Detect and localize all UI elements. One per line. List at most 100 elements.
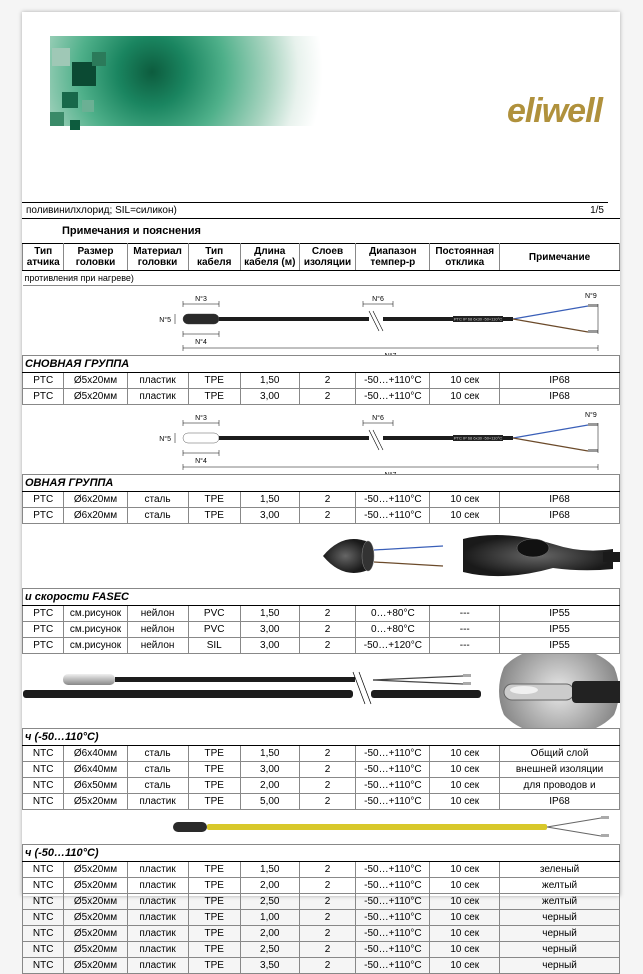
cell: Ø5x20мм	[64, 389, 127, 405]
cell: IP55	[500, 622, 620, 638]
table-row: NTCØ6x50ммстальTPE2,002-50…+110°C10 секд…	[23, 778, 620, 794]
cell: TPE	[188, 958, 240, 974]
cell: 2	[299, 942, 356, 958]
cell: NTC	[23, 862, 64, 878]
section-title: ч (-50…110°C)	[23, 729, 620, 746]
section-title: и скорости FASEC	[23, 589, 620, 606]
cell: -50…+110°C	[356, 762, 430, 778]
cell: 1,50	[240, 746, 299, 762]
cell: TPE	[188, 778, 240, 794]
cell: 3,00	[240, 622, 299, 638]
cell: 2	[299, 926, 356, 942]
cell: 2	[299, 606, 356, 622]
table-row: PTCØ5x20ммпластикTPE3,002-50…+110°C10 се…	[23, 389, 620, 405]
cell: NTC	[23, 746, 64, 762]
section-title: СНОВНАЯ ГРУППА	[23, 356, 620, 373]
cell: NTC	[23, 778, 64, 794]
cell: для проводов и	[500, 778, 620, 794]
art-pixel	[62, 92, 78, 108]
col-header: Постояннаяотклика	[430, 244, 500, 271]
cell: NTC	[23, 762, 64, 778]
cell: NTC	[23, 958, 64, 974]
abstract-art	[50, 36, 390, 126]
cell: PTC	[23, 606, 64, 622]
cell: нейлон	[127, 606, 188, 622]
col-header: Длинакабеля (м)	[240, 244, 299, 271]
cell: Ø5x20мм	[64, 878, 127, 894]
header-band: eliwell	[22, 42, 620, 122]
cell: NTC	[23, 910, 64, 926]
art-pixel	[52, 48, 70, 66]
cell: ---	[430, 638, 500, 654]
cell: Ø6x40мм	[64, 746, 127, 762]
cell: пластик	[127, 878, 188, 894]
svg-text:N°4: N°4	[195, 457, 207, 465]
col-header: Слоевизоляции	[299, 244, 356, 271]
cell: 10 сек	[430, 794, 500, 810]
cell: -50…+110°C	[356, 508, 430, 524]
table-row: PTCØ6x20ммстальTPE3,002-50…+110°C10 секI…	[23, 508, 620, 524]
cell: -50…+110°C	[356, 942, 430, 958]
col-header: Примечание	[500, 244, 620, 271]
cell: -50…+110°C	[356, 910, 430, 926]
art-pixel	[92, 52, 106, 66]
cell: 10 сек	[430, 910, 500, 926]
cell: IP68	[500, 794, 620, 810]
table-row: PTCØ6x20ммстальTPE1,502-50…+110°C10 секI…	[23, 492, 620, 508]
cell: 2	[299, 778, 356, 794]
cell: пластик	[127, 862, 188, 878]
cell: нейлон	[127, 638, 188, 654]
cell: зеленый	[500, 862, 620, 878]
cell: 2	[299, 910, 356, 926]
cell: NTC	[23, 894, 64, 910]
cell: NTC	[23, 926, 64, 942]
svg-text:N°7: N°7	[384, 352, 396, 356]
cell: TPE	[188, 942, 240, 958]
cell: пластик	[127, 910, 188, 926]
cell: 2	[299, 794, 356, 810]
cell: желтый	[500, 878, 620, 894]
cell: 10 сек	[430, 389, 500, 405]
cell: 2	[299, 762, 356, 778]
table-row: NTCØ5x20ммпластикTPE1,502-50…+110°C10 се…	[23, 862, 620, 878]
cell: 10 сек	[430, 746, 500, 762]
cell: Общий слой	[500, 746, 620, 762]
cell: NTC	[23, 878, 64, 894]
cell: ---	[430, 606, 500, 622]
cell: 10 сек	[430, 958, 500, 974]
cell: 2,00	[240, 878, 299, 894]
cell: 0…+80°C	[356, 606, 430, 622]
cell: PTC	[23, 638, 64, 654]
cell: 2,50	[240, 942, 299, 958]
cell: 1,50	[240, 492, 299, 508]
subheader: поливинилхлорид; SIL=силикон) 1/5	[22, 203, 620, 219]
table-row: NTCØ6x40ммстальTPE3,002-50…+110°C10 секв…	[23, 762, 620, 778]
cell: 10 сек	[430, 878, 500, 894]
cell: Ø6x20мм	[64, 508, 127, 524]
cell: 1,50	[240, 606, 299, 622]
cell: PVC	[188, 606, 240, 622]
cell: сталь	[127, 762, 188, 778]
cell: сталь	[127, 778, 188, 794]
cell: 10 сек	[430, 762, 500, 778]
cell: TPE	[188, 894, 240, 910]
cell: пластик	[127, 389, 188, 405]
table-row: NTCØ5x20ммпластикTPE2,502-50…+110°C10 се…	[23, 894, 620, 910]
cell: -50…+110°C	[356, 878, 430, 894]
table-row: NTCØ5x20ммпластикTPE2,002-50…+110°C10 се…	[23, 878, 620, 894]
svg-text:N°4: N°4	[195, 338, 207, 346]
cell: PTC	[23, 622, 64, 638]
cell: Ø5x20мм	[64, 942, 127, 958]
cell: черный	[500, 910, 620, 926]
cell: 2	[299, 373, 356, 389]
page-number: 1/5	[590, 205, 604, 216]
cell: 10 сек	[430, 492, 500, 508]
cell: -50…+110°C	[356, 778, 430, 794]
cell: -50…+110°C	[356, 492, 430, 508]
col-header: Типатчика	[23, 244, 64, 271]
cell: 2,00	[240, 778, 299, 794]
cell: TPE	[188, 878, 240, 894]
cell: пластик	[127, 958, 188, 974]
cell: IP55	[500, 638, 620, 654]
col-header: Материалголовки	[127, 244, 188, 271]
